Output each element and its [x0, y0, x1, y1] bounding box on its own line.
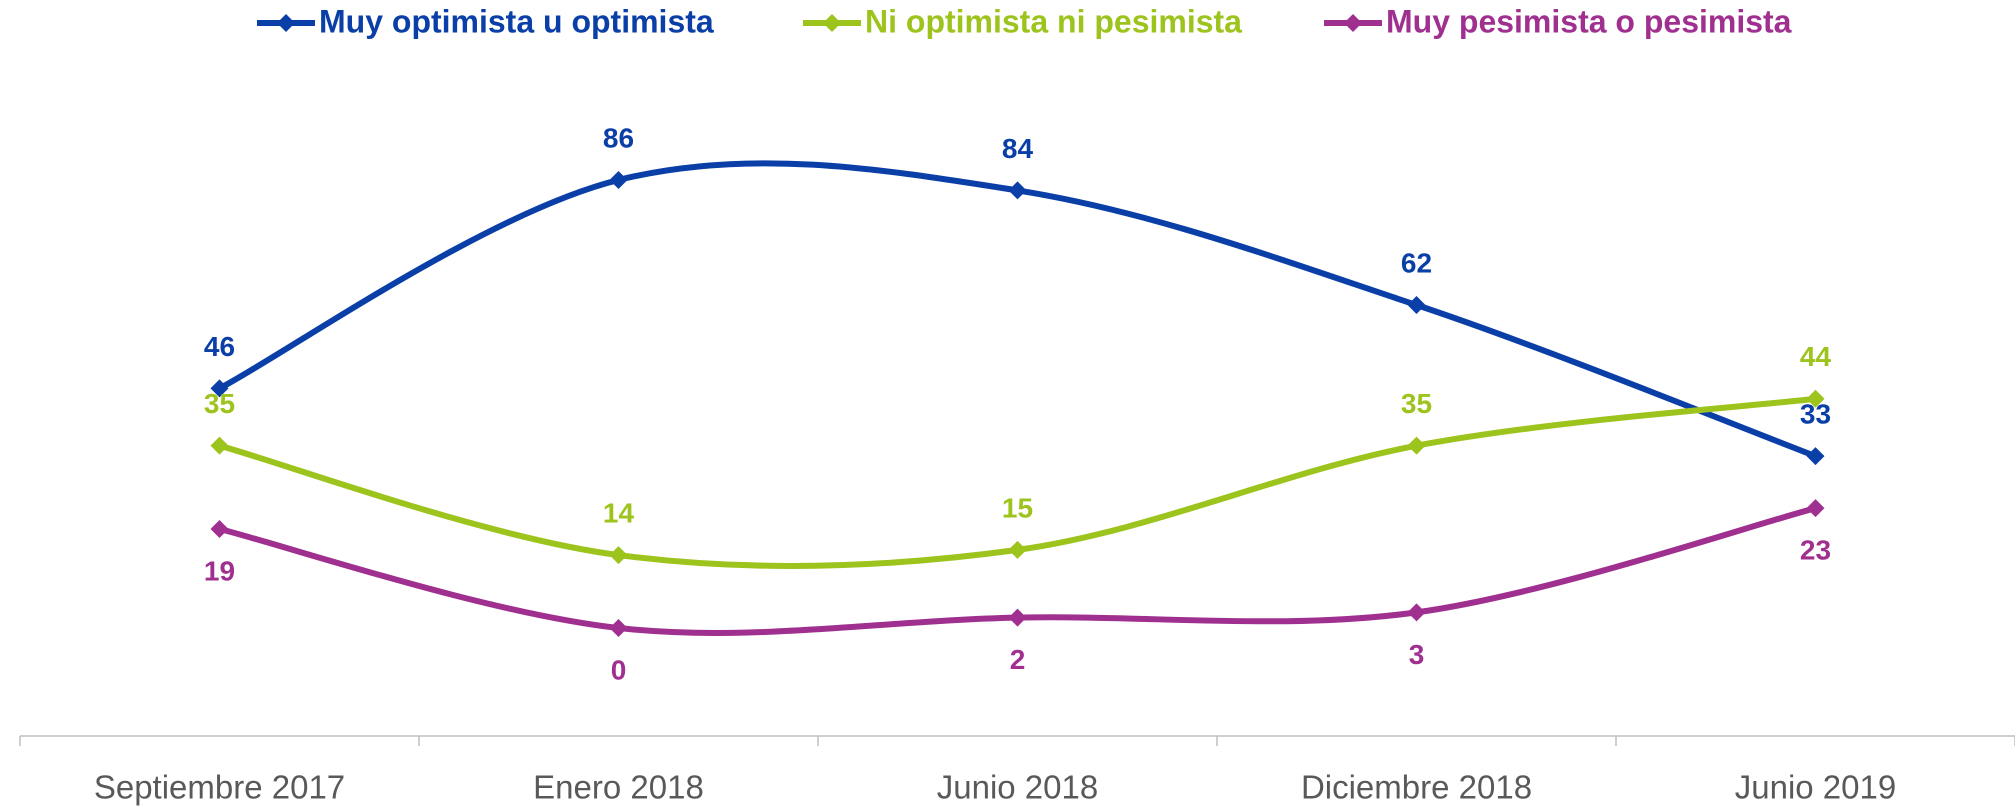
x-tick-label: Diciembre 2018	[1301, 769, 1532, 806]
data-label: 15	[1002, 492, 1033, 523]
data-label: 46	[204, 331, 235, 362]
x-tick-label: Junio 2019	[1735, 769, 1896, 806]
x-tick-label: Enero 2018	[533, 769, 704, 806]
marker	[1407, 603, 1426, 622]
legend-marker	[823, 14, 841, 32]
data-label: 35	[204, 388, 235, 419]
data-label: 35	[1401, 388, 1432, 419]
x-tick-label: Septiembre 2017	[94, 769, 345, 806]
legend-marker	[1344, 14, 1362, 32]
legend-label: Ni optimista ni pesimista	[865, 3, 1242, 39]
series-line	[216, 160, 1819, 460]
marker	[1008, 540, 1027, 559]
x-tick-label: Junio 2018	[937, 769, 1098, 806]
legend-marker	[277, 14, 295, 32]
marker	[1008, 608, 1027, 627]
data-label: 19	[204, 555, 235, 586]
marker	[1806, 447, 1825, 466]
data-label: 2	[1010, 644, 1026, 675]
marker	[609, 619, 628, 637]
marker	[1806, 389, 1825, 408]
data-label: 44	[1800, 341, 1832, 372]
marker	[210, 379, 229, 398]
marker	[609, 546, 628, 565]
marker	[210, 436, 229, 455]
data-label: 23	[1800, 535, 1831, 566]
data-label: 62	[1401, 247, 1432, 278]
marker	[1407, 436, 1426, 455]
data-label: 3	[1409, 639, 1425, 670]
data-label: 84	[1002, 133, 1034, 164]
marker	[1806, 499, 1825, 518]
data-label: 14	[603, 497, 635, 528]
legend-label: Muy pesimista o pesimista	[1386, 3, 1792, 39]
data-label: 86	[603, 122, 634, 153]
marker	[210, 520, 229, 539]
marker	[1407, 296, 1426, 315]
marker	[1008, 181, 1027, 200]
legend-label: Muy optimista u optimista	[319, 3, 714, 39]
data-label: 0	[611, 654, 627, 685]
marker	[609, 171, 628, 189]
